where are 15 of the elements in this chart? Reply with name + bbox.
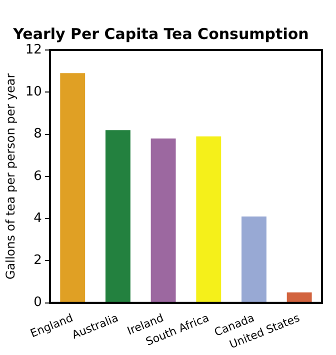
bar (105, 130, 130, 302)
y-tick-label: 8 (34, 126, 42, 142)
bar (242, 216, 266, 302)
bar (196, 136, 222, 302)
y-tick-label: 4 (34, 210, 42, 226)
bar (286, 292, 312, 302)
y-tick-label: 0 (34, 295, 42, 310)
bar (60, 73, 86, 302)
y-axis-title: Gallons of tea per person per year (3, 73, 18, 280)
chart-title: Yearly Per Capita Tea Consumption (12, 24, 309, 43)
y-tick-label: 2 (34, 253, 42, 268)
y-tick-label: 12 (25, 42, 42, 58)
y-tick-label: 10 (25, 84, 42, 100)
bar (150, 138, 176, 302)
y-tick-label: 6 (34, 168, 42, 184)
